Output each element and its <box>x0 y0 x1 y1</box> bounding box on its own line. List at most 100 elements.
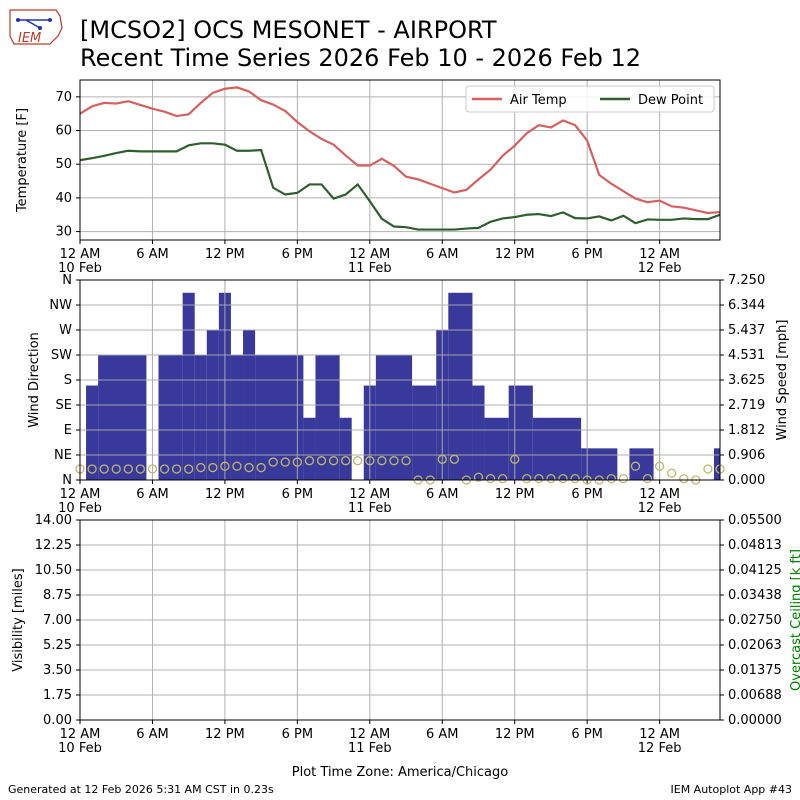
y-axis-label: Visibility [miles] <box>11 568 26 671</box>
y-tick-label: NW <box>49 298 72 313</box>
y-tick-label: 12.25 <box>35 538 72 553</box>
wind-speed-point <box>365 456 375 466</box>
wind-speed-point <box>220 461 230 471</box>
wind-direction-bar <box>363 385 376 480</box>
x-tick-label: 6 PM <box>282 727 313 742</box>
wind-speed-point <box>425 475 435 485</box>
x-tick-label: 12 PM <box>205 487 245 502</box>
wind-speed-point <box>99 464 109 474</box>
x-tick-label: 12 AM <box>349 487 390 502</box>
legend-label-air-temp: Air Temp <box>510 93 567 108</box>
wind-speed-point <box>413 475 423 485</box>
x-tick-label: 12 AM <box>60 727 101 742</box>
x-tick-label: 12 AM <box>639 487 680 502</box>
y-axis-label: Wind Direction <box>27 332 42 428</box>
y-tick-label: N <box>62 273 72 288</box>
y2-tick-label: 0.02750 <box>728 613 782 628</box>
y-tick-label: SE <box>56 398 72 413</box>
x-tick-label: 12 AM <box>60 247 101 262</box>
x-tick-label: 12 PM <box>205 727 245 742</box>
y-tick-label: 1.75 <box>43 688 72 703</box>
x-tick-label: 6 AM <box>136 727 169 742</box>
wind-direction-bar <box>375 355 413 480</box>
y2-tick-label: 0.906 <box>728 448 765 463</box>
wind-speed-point <box>497 473 508 484</box>
y2-tick-label: 2.719 <box>728 398 765 413</box>
y-tick-label: 30 <box>55 225 72 240</box>
wind-direction-bar <box>218 292 231 480</box>
wind-direction-bar <box>243 330 256 480</box>
wind-speed-point <box>135 464 146 474</box>
y-tick-label: 40 <box>55 191 72 206</box>
legend-box <box>465 85 715 113</box>
y-tick-label: 8.75 <box>43 588 72 603</box>
iem-logo: IEM <box>9 9 63 46</box>
y-tick-label: 60 <box>55 124 72 139</box>
y-tick-label: E <box>64 423 72 438</box>
wind-direction-bar <box>182 292 195 480</box>
x-tick-label: 6 AM <box>136 247 169 262</box>
wind-speed-point <box>715 464 725 474</box>
wind-speed-point <box>353 456 363 466</box>
y2-tick-label: 0.05500 <box>728 513 782 528</box>
wind-speed-point <box>534 473 544 484</box>
wind-speed-point <box>280 457 290 467</box>
x-tick-label: 12 AM <box>60 487 101 502</box>
wind-direction-bar <box>629 448 654 480</box>
wind-speed-point <box>171 464 182 474</box>
y2-tick-label: 0.02063 <box>728 638 782 653</box>
wind-speed-point <box>147 464 158 474</box>
x-tick-label: 6 PM <box>282 487 313 502</box>
y-tick-label: 0.00 <box>43 713 72 728</box>
x-tick-sublabel: 10 Feb <box>58 741 102 756</box>
y-tick-label: W <box>59 323 72 338</box>
y-tick-label: N <box>62 473 72 488</box>
x-tick-sublabel: 10 Feb <box>58 261 102 276</box>
wind-speed-point <box>449 454 459 464</box>
wind-direction-bar <box>713 448 720 480</box>
x-tick-label: 12 PM <box>495 247 535 262</box>
x-tick-sublabel: 11 Feb <box>348 261 392 276</box>
x-tick-label: 6 AM <box>426 247 459 262</box>
y2-tick-label: 7.250 <box>728 273 765 288</box>
x-tick-label: 6 AM <box>426 487 459 502</box>
wind-speed-point <box>461 475 472 485</box>
plot-frame <box>79 79 721 241</box>
wind-speed-point <box>75 464 85 474</box>
wind-speed-point <box>304 456 315 466</box>
x-tick-sublabel: 10 Feb <box>58 501 102 516</box>
x-tick-label: 6 PM <box>571 487 602 502</box>
air-temp-line <box>79 86 721 215</box>
wind-direction-bar <box>303 417 316 480</box>
y2-tick-label: 0.01375 <box>728 663 782 678</box>
wind-speed-point <box>232 461 242 471</box>
x-tick-label: 12 PM <box>495 727 535 742</box>
wind-speed-point <box>341 456 351 466</box>
x-tick-label: 12 PM <box>205 247 245 262</box>
x-axis-label: Plot Time Zone: America/Chicago <box>292 765 508 780</box>
x-tick-label: 6 AM <box>136 487 169 502</box>
wind-speed-point <box>389 456 399 466</box>
y2-tick-label: 1.812 <box>728 423 765 438</box>
x-tick-label: 12 AM <box>349 727 390 742</box>
wind-speed-point <box>570 473 580 484</box>
wind-speed-point <box>594 475 604 485</box>
y-tick-label: 70 <box>55 90 72 105</box>
wind-panel: N 0.000 NE 0.906 E 1.812 SE 2.719 S 3.625 SW 4.531 W… <box>27 273 790 516</box>
y2-tick-label: 0.03438 <box>728 588 782 603</box>
wind-direction-bar <box>255 355 304 480</box>
x-tick-sublabel: 11 Feb <box>348 741 392 756</box>
y-tick-label: 14.00 <box>35 513 72 528</box>
wind-speed-point <box>196 462 206 473</box>
y-tick-label: 10.50 <box>35 563 72 578</box>
wind-direction-bar <box>194 355 207 480</box>
x-tick-label: 12 AM <box>639 247 680 262</box>
x-tick-sublabel: 12 Feb <box>638 501 682 516</box>
wind-speed-point <box>87 464 97 474</box>
wind-speed-point <box>703 464 713 474</box>
wind-direction-bar <box>472 385 485 480</box>
chart-title: [MCSO2] OCS MESONET - AIRPORT <box>80 16 497 44</box>
